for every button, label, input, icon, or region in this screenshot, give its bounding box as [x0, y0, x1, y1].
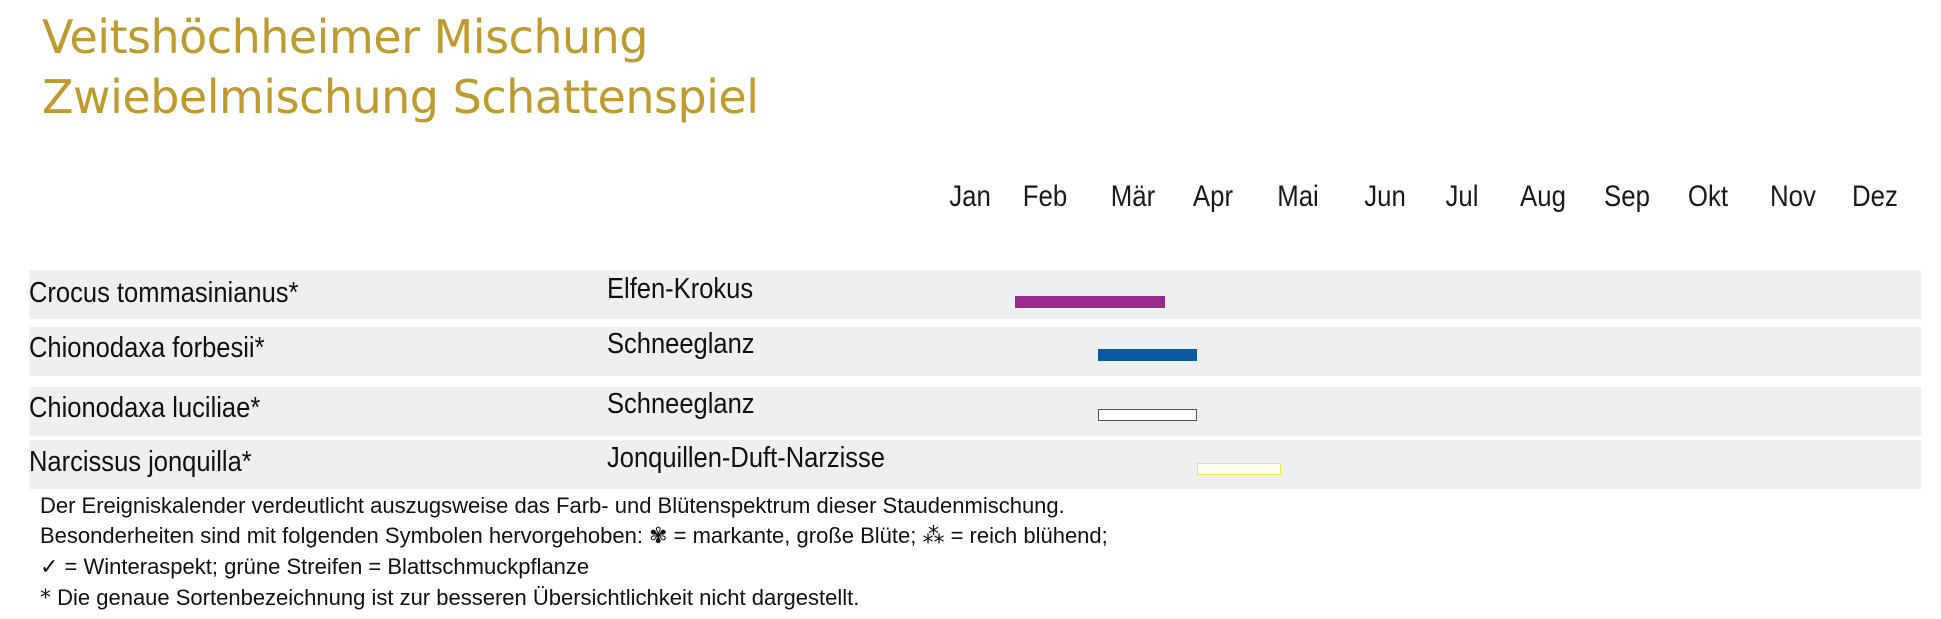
- legend-text: Besonderheiten sind mit folgenden Symbol…: [40, 523, 650, 548]
- month-label: Jul: [1445, 180, 1479, 213]
- plant-common-name: Schneeglanz: [607, 328, 755, 360]
- month-label: Dez: [1852, 180, 1898, 213]
- plant-latin-name: Chionodaxa forbesii*: [29, 332, 265, 364]
- chart-title-line1: Veitshöchheimer Mischung: [42, 10, 649, 64]
- legend-line-1: Der Ereigniskalender verdeutlicht auszug…: [40, 493, 1065, 518]
- month-label: Mai: [1277, 180, 1319, 213]
- month-label: Okt: [1687, 180, 1729, 213]
- asterisk-icon: *: [40, 586, 51, 611]
- large-flower-icon: ✾: [649, 524, 668, 549]
- month-label: Aug: [1520, 180, 1566, 213]
- plant-row: Chionodaxa forbesii* Schneeglanz: [29, 327, 1921, 376]
- legend-text: = reich blühend;: [944, 523, 1108, 548]
- plant-latin-name: Crocus tommasinianus*: [29, 277, 299, 309]
- month-label: Feb: [1022, 180, 1068, 213]
- plant-row: Chionodaxa luciliae* Schneeglanz: [29, 387, 1921, 436]
- month-label: Jun: [1364, 180, 1406, 213]
- rich-bloom-icon: ⁂: [922, 524, 945, 549]
- legend-text: = markante, große Blüte;: [667, 523, 923, 548]
- plant-latin-name: Chionodaxa luciliae*: [29, 392, 261, 424]
- plant-row: Narcissus jonquilla* Jonquillen-Duft-Narz…: [29, 440, 1921, 489]
- checkmark-icon: ✓: [40, 555, 59, 580]
- legend-text: = Winteraspekt; grüne Streifen = Blattsc…: [58, 554, 590, 579]
- chart-title-line2: Zwiebelmischung Schattenspiel: [42, 70, 759, 124]
- month-label: Mär: [1110, 180, 1156, 213]
- bloom-bar: [1015, 296, 1165, 308]
- plant-common-name: Schneeglanz: [607, 388, 755, 420]
- month-label: Apr: [1192, 180, 1234, 213]
- plant-row: Crocus tommasinianus* Elfen-Krokus: [29, 270, 1921, 319]
- legend-text: Die genaue Sortenbezeichnung ist zur bes…: [51, 585, 860, 610]
- legend-line-3: ✓ = Winteraspekt; grüne Streifen = Blatt…: [40, 552, 1108, 583]
- legend-line-2: Besonderheiten sind mit folgenden Symbol…: [40, 521, 1108, 552]
- bloom-bar: [1097, 349, 1197, 361]
- month-label: Nov: [1770, 180, 1816, 213]
- plant-common-name: Elfen-Krokus: [607, 273, 754, 305]
- legend-line-4: * Die genaue Sortenbezeichnung ist zur b…: [40, 583, 1108, 614]
- month-label: Sep: [1604, 180, 1650, 213]
- plant-common-name: Jonquillen-Duft-Narzisse: [607, 442, 885, 474]
- bloom-bar: [1197, 463, 1281, 475]
- legend-notes: Der Ereigniskalender verdeutlicht auszug…: [40, 491, 1108, 614]
- month-label: Jan: [949, 180, 991, 213]
- plant-latin-name: Narcissus jonquilla*: [29, 446, 252, 478]
- bloom-bar: [1097, 409, 1197, 421]
